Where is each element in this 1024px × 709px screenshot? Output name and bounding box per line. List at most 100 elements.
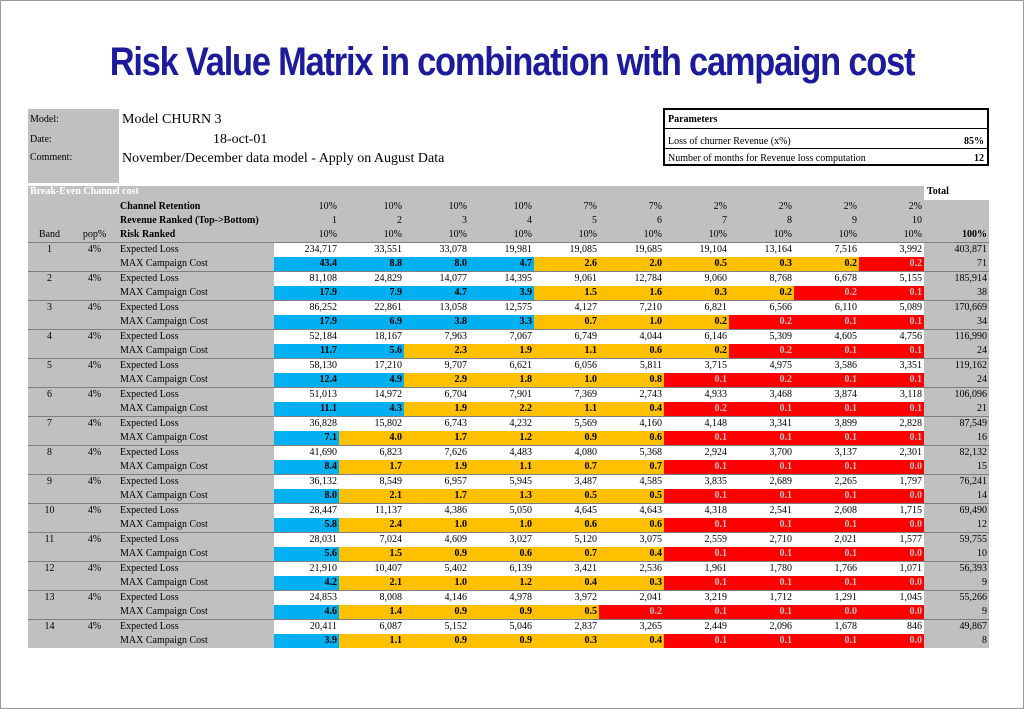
expected-loss-label: Expected Loss [118, 474, 274, 489]
param-label: Number of months for Revenue loss comput… [668, 153, 866, 164]
pop-header [71, 214, 118, 228]
max-cost-label: MAX Campaign Cost [118, 257, 274, 272]
max-cost-value: 0.9 [469, 605, 534, 620]
max-cost-label: MAX Campaign Cost [118, 402, 274, 417]
max-cost-value: 17.9 [274, 315, 339, 330]
max-cost-value: 1.9 [404, 460, 469, 475]
expected-loss-value: 4,044 [599, 329, 664, 344]
max-cost-label: MAX Campaign Cost [118, 315, 274, 330]
date-label: Date: [28, 131, 119, 149]
max-cost-value: 0.2 [664, 344, 729, 359]
expected-loss-value: 6,678 [794, 271, 859, 286]
expected-loss-value: 1,961 [664, 561, 729, 576]
max-cost-value: 1.0 [599, 315, 664, 330]
expected-loss-label: Expected Loss [118, 561, 274, 576]
expected-loss-value: 1,766 [794, 561, 859, 576]
max-cost-total: 21 [924, 402, 989, 417]
expected-loss-value: 4,605 [794, 329, 859, 344]
max-cost-value: 4.2 [274, 576, 339, 591]
max-cost-value: 0.1 [729, 576, 794, 591]
max-cost-label: MAX Campaign Cost [118, 605, 274, 620]
expected-loss-value: 6,110 [794, 300, 859, 315]
max-campaign-cost-row: MAX Campaign Cost 4.2 2.1 1.0 1.2 0.4 0.3 0.1 0.… [28, 576, 989, 591]
header-value: 10% [339, 200, 404, 214]
max-cost-value: 1.7 [404, 431, 469, 446]
band-number: 14 [28, 619, 71, 634]
expected-loss-value: 6,823 [339, 445, 404, 460]
expected-loss-value: 3,341 [729, 416, 794, 431]
band-number: 13 [28, 590, 71, 605]
expected-loss-value: 3,487 [534, 474, 599, 489]
expected-loss-value: 52,184 [274, 329, 339, 344]
expected-loss-value: 7,067 [469, 329, 534, 344]
band-pop: 4% [71, 590, 118, 605]
max-cost-value: 0.1 [664, 489, 729, 504]
max-cost-value: 1.1 [534, 344, 599, 359]
expected-loss-value: 3,972 [534, 590, 599, 605]
expected-loss-value: 5,050 [469, 503, 534, 518]
expected-loss-value: 18,167 [339, 329, 404, 344]
expected-loss-value: 846 [859, 619, 924, 634]
max-cost-value: 0.1 [794, 518, 859, 533]
max-cost-label: MAX Campaign Cost [118, 286, 274, 301]
max-campaign-cost-row: MAX Campaign Cost 5.6 1.5 0.9 0.6 0.7 0.4 0.1 0.… [28, 547, 989, 562]
max-cost-label: MAX Campaign Cost [118, 547, 274, 562]
max-cost-value: 2.4 [339, 518, 404, 533]
max-cost-value: 0.1 [794, 431, 859, 446]
max-cost-label: MAX Campaign Cost [118, 518, 274, 533]
expected-loss-value: 11,137 [339, 503, 404, 518]
pop-spacer [71, 518, 118, 533]
max-cost-value: 0.6 [534, 518, 599, 533]
pop-spacer [71, 489, 118, 504]
max-cost-value: 4.6 [274, 605, 339, 620]
max-cost-value: 0.1 [729, 489, 794, 504]
expected-loss-value: 19,981 [469, 242, 534, 257]
band-pop: 4% [71, 416, 118, 431]
expected-loss-value: 19,085 [534, 242, 599, 257]
expected-loss-row: 3 4% Expected Loss 86,252 22,861 13,058 12,575… [28, 300, 989, 315]
header-value: 10% [274, 200, 339, 214]
expected-loss-value: 24,829 [339, 271, 404, 286]
expected-loss-value: 3,118 [859, 387, 924, 402]
max-cost-value: 0.5 [534, 605, 599, 620]
max-cost-value: 0.3 [729, 257, 794, 272]
max-cost-value: 1.2 [469, 576, 534, 591]
expected-loss-value: 3,874 [794, 387, 859, 402]
band-number: 5 [28, 358, 71, 373]
max-cost-value: 7.9 [339, 286, 404, 301]
expected-loss-value: 4,080 [534, 445, 599, 460]
expected-loss-value: 5,089 [859, 300, 924, 315]
max-cost-value: 0.2 [729, 373, 794, 388]
max-cost-value: 0.0 [794, 605, 859, 620]
max-cost-value: 0.1 [729, 402, 794, 417]
max-cost-value: 0.1 [794, 344, 859, 359]
max-cost-value: 0.3 [534, 634, 599, 648]
max-cost-label: MAX Campaign Cost [118, 460, 274, 475]
max-cost-value: 0.2 [794, 257, 859, 272]
expected-loss-total: 59,755 [924, 532, 989, 547]
expected-loss-value: 4,148 [664, 416, 729, 431]
band-number: 9 [28, 474, 71, 489]
expected-loss-value: 1,577 [859, 532, 924, 547]
max-cost-value: 6.9 [339, 315, 404, 330]
expected-loss-value: 4,975 [729, 358, 794, 373]
expected-loss-value: 3,137 [794, 445, 859, 460]
expected-loss-total: 170,669 [924, 300, 989, 315]
expected-loss-label: Expected Loss [118, 329, 274, 344]
expected-loss-value: 4,232 [469, 416, 534, 431]
expected-loss-value: 3,835 [664, 474, 729, 489]
max-cost-value: 0.1 [859, 315, 924, 330]
band-pop: 4% [71, 474, 118, 489]
expected-loss-value: 13,058 [404, 300, 469, 315]
date-value: 18-oct-01 [213, 132, 268, 147]
max-cost-value: 0.0 [859, 460, 924, 475]
expected-loss-value: 12,784 [599, 271, 664, 286]
expected-loss-row: 1 4% Expected Loss 234,717 33,551 33,078 19,98… [28, 242, 989, 257]
expected-loss-row: 10 4% Expected Loss 28,447 11,137 4,386 5,050 4… [28, 503, 989, 518]
max-cost-value: 0.2 [794, 286, 859, 301]
expected-loss-row: 4 4% Expected Loss 52,184 18,167 7,963 7,067 6,… [28, 329, 989, 344]
expected-loss-value: 2,536 [599, 561, 664, 576]
max-cost-value: 0.6 [599, 431, 664, 446]
expected-loss-row: 9 4% Expected Loss 36,132 8,549 6,957 5,945 3,4… [28, 474, 989, 489]
band-spacer [28, 547, 71, 562]
